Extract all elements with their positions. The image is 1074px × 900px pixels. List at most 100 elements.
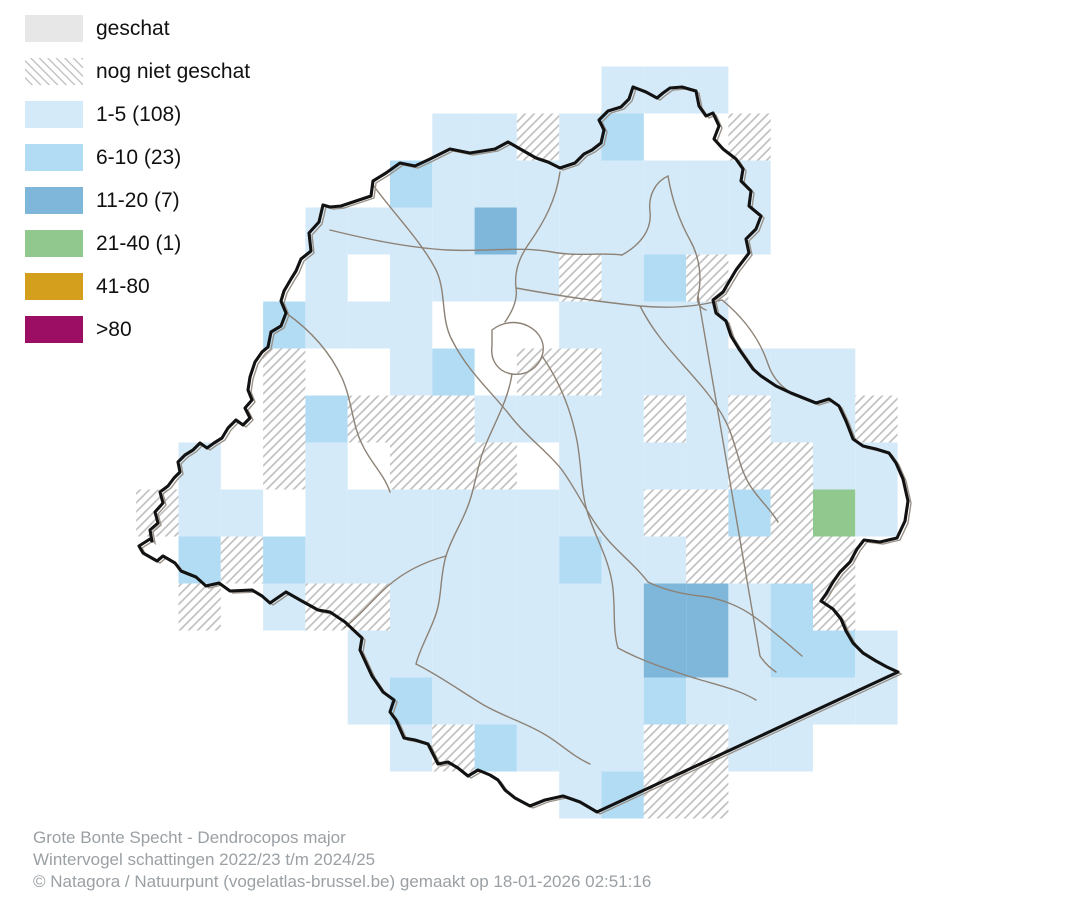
grid-cell [601, 113, 644, 161]
grid-cell [686, 583, 729, 631]
grid-cell [516, 724, 560, 772]
legend-item-label: geschat [96, 16, 170, 40]
grid-cell [559, 583, 602, 631]
grid-cell [559, 113, 602, 161]
grid-cell-not-estimated [728, 442, 771, 490]
grid-cell [516, 677, 560, 725]
grid-cell [305, 395, 348, 443]
grid-cell [347, 301, 390, 349]
grid-cell [559, 301, 602, 349]
grid-cell [474, 254, 517, 302]
grid-cell [559, 630, 602, 678]
grid-cell-not-estimated [516, 113, 560, 161]
grid-cell-not-estimated [813, 536, 856, 584]
grid-cell [643, 583, 687, 631]
grid-cell [516, 395, 560, 443]
season-subtitle: Wintervogel schattingen 2022/23 t/m 2024… [33, 850, 376, 869]
legend-item: nog niet geschat [25, 50, 250, 93]
grid-cell-not-estimated [770, 536, 813, 584]
grid-cell [390, 254, 433, 302]
grid-cell [643, 254, 687, 302]
grid-cell [390, 489, 433, 537]
legend-item-label: 1-5 (108) [96, 102, 182, 126]
grid-cell [432, 489, 475, 537]
grid-cell [643, 301, 687, 349]
grid-cell [728, 630, 771, 678]
legend-item: 1-5 (108) [25, 93, 250, 136]
legend-item-label: 21-40 (1) [96, 231, 182, 255]
municipal-boundary-line [372, 184, 453, 341]
grid-cell [305, 536, 348, 584]
grid-cell [855, 489, 898, 537]
grid-cell [347, 207, 390, 255]
grid-cell [601, 160, 644, 208]
grid-cell-not-estimated [559, 254, 602, 302]
grid-cell [178, 536, 221, 584]
legend-item-label: nog niet geschat [96, 59, 251, 83]
grid-cell [347, 677, 390, 725]
grid-cell [390, 536, 433, 584]
grid-cell [686, 160, 729, 208]
grid-cell [390, 583, 433, 631]
legend-color-swatch [25, 101, 83, 128]
grid-cell [686, 442, 729, 490]
grid-cell [770, 583, 813, 631]
grid-cell [178, 489, 221, 537]
legend-item-label: 11-20 (7) [96, 188, 180, 212]
grid-cell-not-estimated [516, 348, 560, 396]
grid-cell [516, 583, 560, 631]
legend-item: 41-80 [25, 265, 250, 308]
grid-cell [813, 489, 856, 537]
grid-cell [390, 301, 433, 349]
grid-cell [643, 348, 687, 396]
grid-cell [813, 348, 856, 396]
grid-cell [601, 630, 644, 678]
grid-cell [601, 536, 644, 584]
grid-cell [178, 442, 221, 490]
grid-cell [601, 207, 644, 255]
grid-cell [474, 207, 517, 255]
grid-cell [305, 254, 348, 302]
legend-item-label: 6-10 (23) [96, 145, 182, 169]
legend-color-swatch [25, 273, 83, 300]
grid-cell-not-estimated [813, 583, 856, 631]
municipal-boundary-line [329, 229, 623, 256]
grid-cell-not-estimated [263, 442, 306, 490]
credit-line: © Natagora / Natuurpunt (vogelatlas-brus… [33, 872, 652, 891]
grid-cell [686, 348, 729, 396]
municipal-boundary-line [647, 581, 803, 657]
grid-cell-not-estimated [432, 395, 475, 443]
grid-cell-not-estimated [686, 489, 729, 537]
grid-cell [770, 348, 813, 396]
municipal-boundary-line [697, 295, 777, 673]
grid-cell-not-estimated [643, 724, 687, 772]
grid-cell [601, 489, 644, 537]
grid-cell [516, 489, 560, 537]
grid-cell [432, 583, 475, 631]
grid-cell-not-estimated [770, 489, 813, 537]
grid-cell [390, 677, 433, 725]
grid-cell [728, 348, 771, 396]
grid-cell-not-estimated [220, 536, 264, 584]
region-border-shadow [141, 88, 912, 815]
legend-item: 11-20 (7) [25, 179, 250, 222]
grid-cell-not-estimated [643, 771, 687, 819]
legend-item: 6-10 (23) [25, 136, 250, 179]
grid-cell-not-estimated [263, 348, 306, 396]
grid-cell-not-estimated [136, 489, 179, 537]
municipal-boundary-line [617, 647, 757, 701]
grid-cell [686, 677, 729, 725]
region-border [137, 85, 910, 814]
grid-cell [432, 207, 475, 255]
municipal-boundaries [285, 171, 807, 765]
municipal-boundary-line [639, 305, 779, 523]
grid-cell-not-estimated [390, 395, 433, 443]
species-title: Grote Bonte Specht - Dendrocopos major [33, 828, 346, 847]
grid-cell [601, 442, 644, 490]
municipal-boundary-line [285, 312, 391, 493]
legend-hatch-swatch [25, 58, 83, 85]
grid-cell [559, 677, 602, 725]
grid-cells [136, 66, 898, 819]
grid-cell [305, 489, 348, 537]
